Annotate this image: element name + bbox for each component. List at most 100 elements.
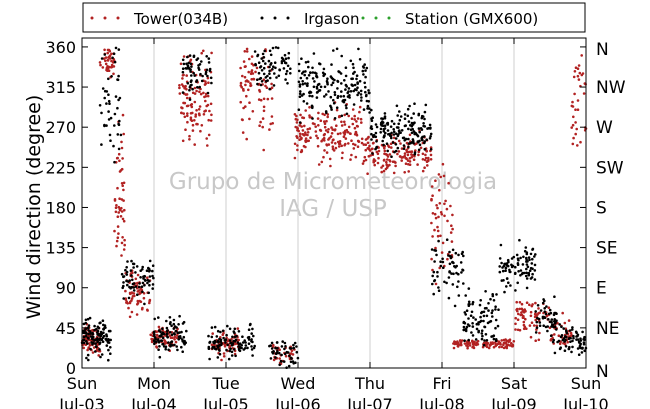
- data-point: [331, 147, 335, 151]
- data-point: [202, 49, 205, 53]
- y-tick-label: 180: [45, 198, 76, 217]
- data-point: [118, 119, 121, 123]
- data-point: [89, 347, 92, 351]
- data-point: [299, 76, 303, 80]
- data-point: [431, 212, 435, 215]
- data-point: [207, 346, 211, 350]
- data-point: [566, 340, 569, 344]
- data-point: [358, 79, 362, 83]
- data-point: [189, 103, 193, 107]
- data-point: [431, 235, 434, 238]
- data-point: [344, 88, 347, 91]
- data-point: [483, 339, 486, 342]
- data-point: [137, 289, 141, 292]
- data-point: [118, 170, 122, 173]
- data-point: [323, 132, 327, 136]
- data-point: [122, 248, 126, 251]
- data-point: [430, 221, 433, 225]
- data-point: [465, 309, 469, 313]
- data-point: [568, 329, 572, 332]
- data-point: [478, 303, 482, 307]
- data-point: [247, 338, 251, 341]
- data-point: [201, 74, 204, 78]
- data-point: [151, 287, 154, 290]
- data-point: [371, 142, 375, 145]
- data-point: [180, 106, 183, 109]
- data-point: [216, 329, 220, 333]
- data-point: [136, 293, 139, 297]
- data-point: [495, 343, 498, 346]
- x-tick-label-day: Fri: [432, 374, 451, 393]
- data-point: [421, 158, 425, 161]
- data-point: [274, 46, 278, 49]
- data-point: [87, 346, 90, 349]
- data-point: [528, 303, 531, 307]
- data-point: [516, 262, 520, 265]
- data-point: [433, 228, 436, 232]
- data-point: [285, 69, 289, 73]
- data-point: [327, 138, 330, 141]
- data-point: [516, 318, 520, 322]
- data-point: [119, 133, 123, 137]
- data-point: [480, 337, 484, 341]
- data-point: [262, 148, 266, 152]
- data-point: [523, 308, 526, 311]
- data-point: [164, 345, 168, 349]
- data-point: [289, 360, 293, 364]
- data-point: [564, 338, 567, 342]
- data-point: [576, 108, 580, 111]
- data-point: [165, 326, 169, 330]
- data-point: [343, 143, 346, 147]
- data-point: [189, 112, 193, 115]
- data-point: [170, 344, 174, 347]
- data-point: [515, 253, 519, 257]
- data-point: [432, 292, 436, 296]
- y-tick-label: 0: [66, 359, 76, 378]
- data-point: [450, 240, 454, 243]
- data-point: [499, 343, 502, 346]
- data-point: [125, 266, 128, 269]
- data-point: [364, 143, 368, 146]
- data-point: [200, 79, 204, 83]
- data-point: [256, 82, 259, 86]
- data-point: [463, 342, 467, 345]
- data-point: [302, 134, 306, 137]
- data-point: [492, 337, 496, 341]
- data-point: [115, 156, 119, 160]
- data-point: [129, 287, 132, 290]
- data-point: [453, 340, 456, 343]
- data-point: [213, 325, 217, 329]
- data-point: [112, 144, 115, 148]
- data-point: [345, 106, 348, 110]
- data-point: [108, 133, 112, 137]
- data-point: [140, 285, 144, 289]
- data-point: [296, 148, 299, 152]
- data-point: [91, 351, 95, 354]
- data-point: [417, 127, 421, 130]
- data-point: [446, 257, 449, 261]
- data-point: [527, 271, 530, 275]
- data-point: [358, 110, 361, 114]
- data-point: [337, 145, 341, 148]
- data-point: [209, 76, 213, 80]
- data-point: [272, 65, 275, 68]
- data-point: [209, 102, 213, 106]
- data-point: [186, 114, 189, 118]
- data-point: [269, 53, 273, 57]
- data-point: [570, 126, 573, 129]
- data-point: [114, 206, 118, 210]
- data-point: [276, 350, 279, 353]
- data-point: [400, 147, 404, 150]
- data-point: [262, 105, 266, 109]
- data-point: [195, 109, 198, 112]
- data-point: [470, 310, 474, 314]
- data-point: [318, 62, 322, 66]
- data-point: [357, 47, 360, 51]
- data-point: [407, 163, 410, 166]
- data-point: [130, 297, 134, 300]
- data-point: [452, 346, 456, 350]
- data-point: [583, 338, 586, 342]
- data-point: [503, 290, 506, 294]
- data-point: [206, 103, 210, 107]
